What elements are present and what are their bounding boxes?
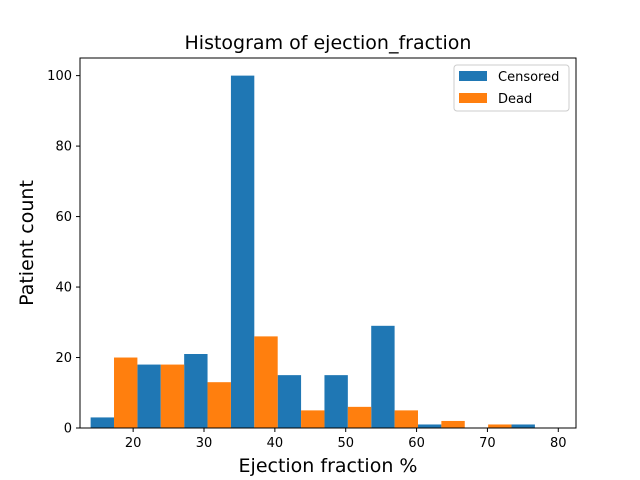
x-axis: 20 30 40 50 60 70 80 — [125, 428, 567, 451]
bar-dead-8 — [488, 424, 512, 428]
bar-dead-7 — [441, 420, 465, 428]
bar-censored-0 — [90, 417, 115, 428]
y-tick-label: 40 — [55, 281, 72, 296]
bar-censored-7 — [417, 424, 442, 428]
x-tick-label: 50 — [337, 436, 354, 451]
bar-censored-5 — [324, 375, 348, 428]
x-tick-label: 20 — [125, 436, 142, 451]
bar-dead-5 — [347, 406, 372, 428]
bar-dead-3 — [254, 336, 278, 428]
x-tick-label: 80 — [550, 436, 567, 451]
y-tick-label: 60 — [55, 210, 72, 225]
legend-swatch-censored — [459, 71, 487, 81]
legend-label-censored: Censored — [498, 70, 559, 85]
y-axis: 0 20 40 60 80 100 — [47, 69, 80, 437]
bar-dead-6 — [394, 410, 418, 428]
bar-dead-4 — [301, 410, 325, 428]
bar-censored-6 — [371, 325, 395, 428]
bar-censored-3 — [230, 75, 255, 428]
bar-censored-9 — [511, 424, 535, 428]
x-tick-label: 40 — [267, 436, 284, 451]
bars-group — [90, 75, 535, 428]
bar-dead-1 — [160, 364, 185, 428]
y-axis-label: Patient count — [16, 180, 38, 306]
bar-dead-2 — [207, 382, 231, 428]
plot-frame — [79, 57, 577, 429]
x-axis-label: Ejection fraction % — [239, 455, 418, 477]
legend-swatch-dead — [459, 93, 487, 103]
y-tick-label: 20 — [55, 351, 72, 366]
legend-label-dead: Dead — [498, 92, 532, 107]
y-tick-label: 0 — [64, 422, 72, 437]
chart-title: Histogram of ejection_fraction — [185, 32, 472, 54]
y-tick-label: 80 — [55, 140, 72, 155]
bar-censored-1 — [137, 364, 161, 428]
x-tick-label: 30 — [196, 436, 213, 451]
legend: Censored Dead — [453, 64, 570, 112]
x-tick-label: 70 — [479, 436, 496, 451]
y-tick-label: 100 — [47, 69, 72, 84]
bar-censored-4 — [277, 375, 302, 428]
x-tick-label: 60 — [408, 436, 425, 451]
bar-censored-2 — [184, 354, 208, 428]
bar-dead-0 — [114, 357, 138, 428]
